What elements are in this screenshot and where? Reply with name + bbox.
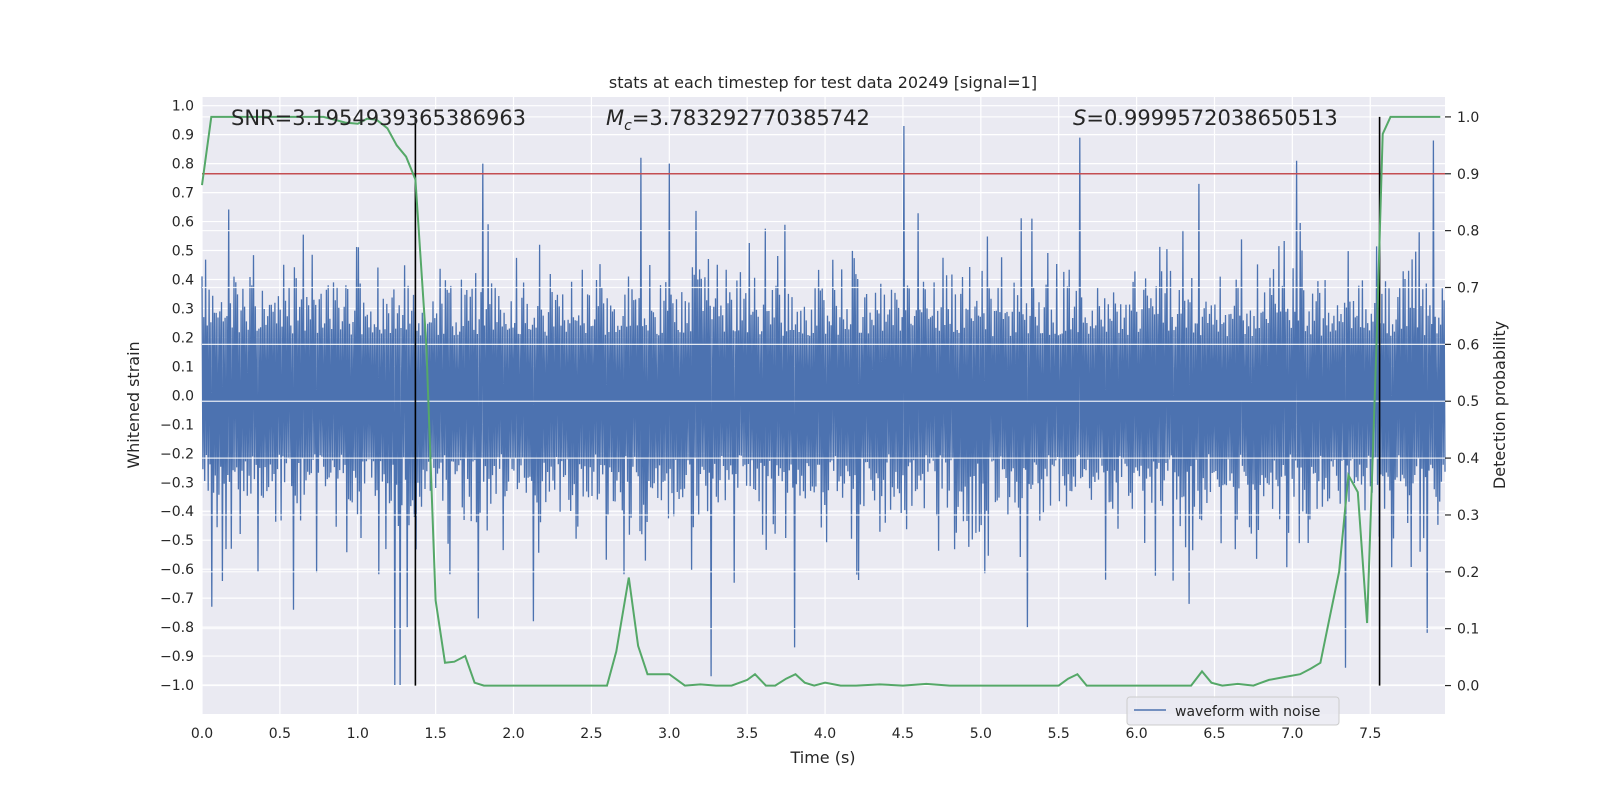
right-y-axis-label: Detection probability xyxy=(1490,321,1509,489)
y-left-tick-label: 0.3 xyxy=(172,301,194,317)
chirp-mass-subscript: c xyxy=(624,118,632,134)
x-tick-label: 3.0 xyxy=(658,726,680,742)
x-tick-label: 1.5 xyxy=(425,726,447,742)
s-value: =0.9999572038650513 xyxy=(1086,106,1337,130)
y-right-tick-label: 0.4 xyxy=(1457,451,1479,467)
y-left-tick-label: −0.3 xyxy=(160,475,194,491)
x-tick-label: 7.0 xyxy=(1281,726,1303,742)
y-left-tick-label: 1.0 xyxy=(172,99,194,115)
x-tick-label: 4.0 xyxy=(814,726,836,742)
y-left-tick-label: 0.6 xyxy=(172,215,194,231)
y-left-tick-label: −0.1 xyxy=(160,417,194,433)
y-left-tick-label: 0.7 xyxy=(172,186,194,202)
y-left-tick-label: 0.4 xyxy=(172,272,194,288)
probability-line xyxy=(201,115,1441,687)
y-left-tick-label: −0.5 xyxy=(160,533,194,549)
x-tick-label: 3.5 xyxy=(736,726,758,742)
y-right-tick-label: 0.3 xyxy=(1457,508,1479,524)
x-tick-label: 2.0 xyxy=(502,726,524,742)
legend: waveform with noise xyxy=(1126,696,1340,726)
x-tick-label: 5.0 xyxy=(970,726,992,742)
x-tick-label: 6.5 xyxy=(1203,726,1225,742)
y-right-tick-label: 0.1 xyxy=(1457,622,1479,638)
y-right-tick-label: 0.6 xyxy=(1457,337,1479,353)
s-annotation: S=0.9999572038650513 xyxy=(1073,106,1338,130)
x-tick-label: 6.0 xyxy=(1125,726,1147,742)
chirp-mass-annotation: Mc=3.783292770385742 xyxy=(606,106,870,134)
y-left-tick-label: 0.2 xyxy=(172,330,194,346)
y-left-tick-label: −0.9 xyxy=(160,649,194,665)
x-tick-label: 4.5 xyxy=(892,726,914,742)
s-symbol: S xyxy=(1073,106,1086,130)
y-left-tick-label: 0.9 xyxy=(172,128,194,144)
y-left-tick-label: −0.8 xyxy=(160,620,194,636)
waveform-line xyxy=(201,125,1446,686)
y-left-tick-label: 0.1 xyxy=(172,359,194,375)
waveform-series xyxy=(201,116,1446,687)
y-right-tick-label: 0.5 xyxy=(1457,394,1479,410)
detection-probability-series xyxy=(201,115,1441,687)
x-axis-ticks: 0.0 0.5 1.0 1.5 2.0 2.5 3.0 3.5 4.0 4.5 5.0 5.5 6.0 6… xyxy=(191,726,1381,742)
y-right-tick-label: 1.0 xyxy=(1457,110,1479,126)
y-right-tick-label: 0.0 xyxy=(1457,679,1479,695)
y-right-tick-label: 0.8 xyxy=(1457,224,1479,240)
y-left-tick-label: −0.6 xyxy=(160,562,194,578)
y-right-tick-label: 0.7 xyxy=(1457,281,1479,297)
snr-annotation: SNR=3.1954939365386963 xyxy=(231,106,526,130)
y-left-tick-label: −0.4 xyxy=(160,504,194,520)
y-right-tick-label: 0.9 xyxy=(1457,167,1479,183)
x-tick-label: 7.5 xyxy=(1359,726,1381,742)
y-left-tick-label: −0.2 xyxy=(160,446,194,462)
y-left-tick-label: 0.5 xyxy=(172,244,194,260)
right-y-axis-ticks: 1.0 0.9 0.8 0.7 0.6 0.5 0.4 0.3 0.2 0.1 0.0 xyxy=(1445,110,1479,695)
x-tick-label: 5.5 xyxy=(1048,726,1070,742)
legend-box xyxy=(1126,696,1340,726)
chirp-mass-symbol: M xyxy=(606,106,624,130)
x-tick-label: 1.0 xyxy=(347,726,369,742)
chirp-mass-value: =3.783292770385742 xyxy=(632,106,870,130)
y-left-tick-label: −0.7 xyxy=(160,591,194,607)
legend-label: waveform with noise xyxy=(1175,704,1320,720)
y-right-tick-label: 0.2 xyxy=(1457,565,1479,581)
left-y-axis-label: Whitened strain xyxy=(124,341,143,468)
y-left-tick-label: 0.8 xyxy=(172,157,194,173)
y-left-tick-label: −1.0 xyxy=(160,678,194,694)
x-axis-label: Time (s) xyxy=(789,748,855,767)
y-left-tick-label: 0.0 xyxy=(172,388,194,404)
x-tick-label: 0.5 xyxy=(269,726,291,742)
x-tick-label: 2.5 xyxy=(580,726,602,742)
x-tick-label: 0.0 xyxy=(191,726,213,742)
chart-title: stats at each timestep for test data 202… xyxy=(609,73,1037,92)
left-y-axis-ticks: 1.0 0.9 0.8 0.7 0.6 0.5 0.4 0.3 0.2 0.1 0.0 −0.1 −0.… xyxy=(160,99,194,694)
